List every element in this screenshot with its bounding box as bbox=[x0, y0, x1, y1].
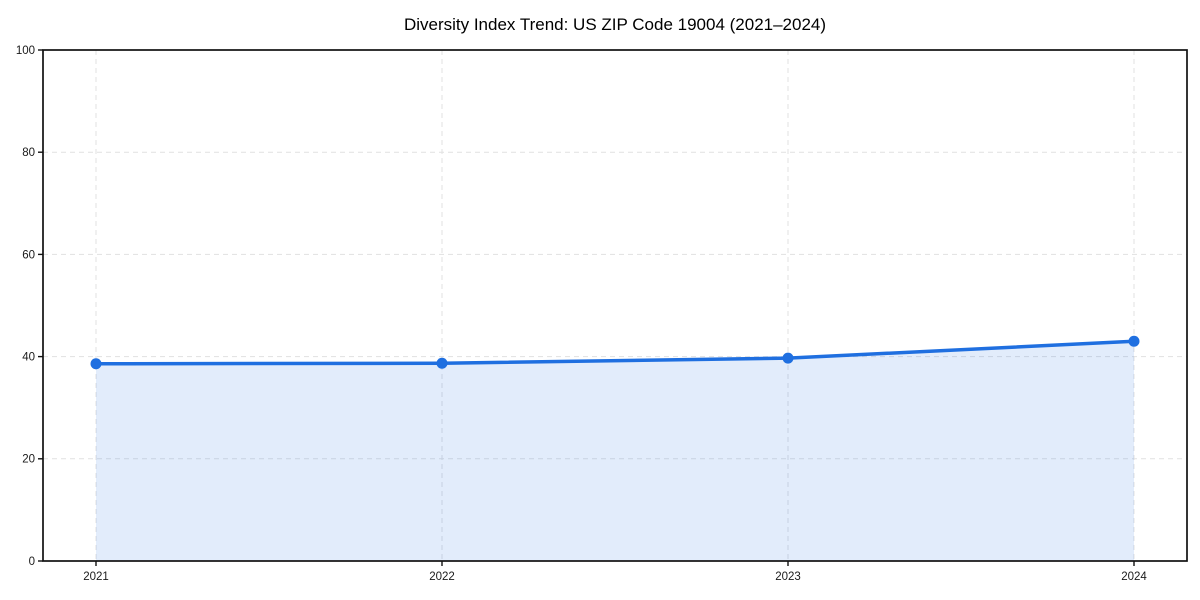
chart-title: Diversity Index Trend: US ZIP Code 19004… bbox=[404, 15, 826, 34]
y-tick-label: 100 bbox=[16, 45, 35, 57]
data-point bbox=[90, 358, 102, 370]
x-tick-label: 2021 bbox=[83, 571, 109, 583]
y-tick-label: 80 bbox=[22, 147, 35, 159]
trend-line bbox=[94, 339, 1136, 366]
trend-line-layer bbox=[94, 339, 1136, 366]
area-fill-layer bbox=[96, 341, 1134, 561]
y-tick-label: 40 bbox=[22, 352, 35, 364]
x-tick-label: 2022 bbox=[429, 571, 455, 583]
x-tick-label: 2023 bbox=[775, 571, 801, 583]
gridlines bbox=[43, 50, 1187, 561]
x-tick-label: 2024 bbox=[1121, 571, 1147, 583]
y-tick-label: 20 bbox=[22, 454, 35, 466]
y-tick-label: 60 bbox=[22, 249, 35, 261]
data-points-layer bbox=[90, 335, 1140, 370]
y-tick-label: 0 bbox=[29, 556, 35, 568]
plot-border bbox=[42, 49, 1188, 562]
data-point bbox=[1128, 335, 1140, 347]
area-fill bbox=[96, 341, 1134, 561]
data-point bbox=[436, 357, 448, 369]
data-point bbox=[782, 352, 794, 364]
axes-layer: 0 20 40 60 80 100 2021 2022 2023 2024 bbox=[16, 45, 1188, 583]
